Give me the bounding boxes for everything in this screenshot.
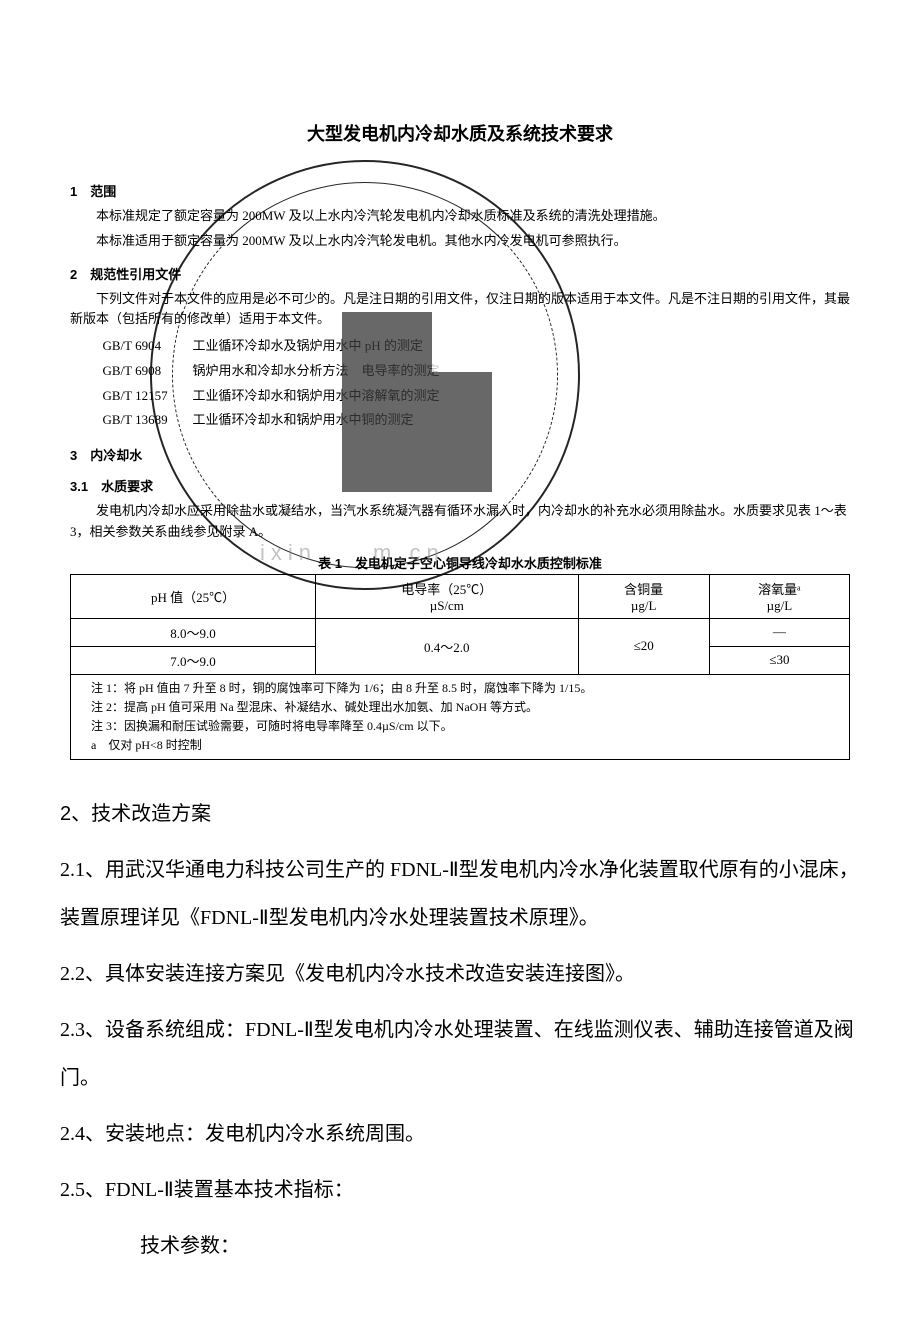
reference-item: GB/T 6904工业循环冷却水及锅炉用水中 pH 的测定 bbox=[103, 334, 851, 359]
section-2-para-1: 下列文件对于本文件的应用是必不可少的。凡是注日期的引用文件，仅注日期的版本适用于… bbox=[70, 289, 850, 331]
table-1-caption: 表 1 发电机定子空心铜导线冷却水水质控制标准 bbox=[70, 553, 850, 572]
section-3-para-1: 发电机内冷却水应采用除盐水或凝结水，当汽水系统凝汽器有循环水漏入时，内冷却水的补… bbox=[70, 501, 850, 543]
table-header-row: pH 值（25℃） 电导率（25℃） µS/cm 含铜量 µg/L 溶氧量ᵃ µ… bbox=[71, 574, 850, 618]
table-notes: 注 1：将 pH 值由 7 升至 8 时，铜的腐蚀率可下降为 1/6；由 8 升… bbox=[70, 675, 850, 761]
section-3-heading: 3 内冷却水 bbox=[70, 445, 850, 464]
para-2-3: 2.3、设备系统组成：FDNL-Ⅱ型发电机内冷水处理装置、在线监测仪表、辅助连接… bbox=[60, 1006, 860, 1102]
table-note-a: a 仅对 pH<8 时控制 bbox=[79, 736, 841, 755]
col-ph: pH 值（25℃） bbox=[71, 574, 316, 618]
section-3-1-heading: 3.1 水质要求 bbox=[70, 476, 850, 495]
reference-item: GB/T 13689工业循环冷却水和锅炉用水中铜的测定 bbox=[103, 408, 851, 433]
table-note-2: 注 2：提高 pH 值可采用 Na 型混床、补凝结水、碱处理出水加氨、加 NaO… bbox=[79, 698, 841, 717]
section-1-para-1: 本标准规定了额定容量为 200MW 及以上水内冷汽轮发电机内冷却水质标准及系统的… bbox=[70, 206, 850, 227]
para-2-2: 2.2、具体安装连接方案见《发电机内冷水技术改造安装连接图》。 bbox=[60, 950, 860, 998]
section-1-heading: 1 范围 bbox=[70, 181, 850, 200]
water-quality-table: pH 值（25℃） 电导率（25℃） µS/cm 含铜量 µg/L 溶氧量ᵃ µ… bbox=[70, 574, 850, 675]
section-2-heading: 2 规范性引用文件 bbox=[70, 264, 850, 283]
col-conductivity: 电导率（25℃） µS/cm bbox=[316, 574, 578, 618]
para-2-5: 2.5、FDNL-Ⅱ装置基本技术指标： bbox=[60, 1166, 860, 1214]
section-1-para-2: 本标准适用于额定容量为 200MW 及以上水内冷汽轮发电机。其他水内冷发电机可参… bbox=[70, 231, 850, 252]
section-2-title: 2、技术改造方案 bbox=[60, 790, 860, 838]
col-oxygen: 溶氧量ᵃ µg/L bbox=[709, 574, 849, 618]
reference-item: GB/T 6908锅炉用水和冷却水分析方法 电导率的测定 bbox=[103, 359, 851, 384]
para-2-4: 2.4、安装地点：发电机内冷水系统周围。 bbox=[60, 1110, 860, 1158]
para-2-1: 2.1、用武汉华通电力科技公司生产的 FDNL-Ⅱ型发电机内冷水净化装置取代原有… bbox=[60, 846, 860, 942]
standard-excerpt-figure: 大型发电机内冷却水质及系统技术要求 ixin m.cn 1 范围 本标准规定了额… bbox=[60, 120, 860, 760]
document-body: 2、技术改造方案 2.1、用武汉华通电力科技公司生产的 FDNL-Ⅱ型发电机内冷… bbox=[60, 790, 860, 1270]
figure-title: 大型发电机内冷却水质及系统技术要求 bbox=[70, 120, 850, 146]
table-row: 8.0～9.0 0.4～2.0 ≤20 — bbox=[71, 618, 850, 646]
col-copper: 含铜量 µg/L bbox=[578, 574, 709, 618]
reference-item: GB/T 12157工业循环冷却水和锅炉用水中溶解氧的测定 bbox=[103, 384, 851, 409]
table-note-1: 注 1：将 pH 值由 7 升至 8 时，铜的腐蚀率可下降为 1/6；由 8 升… bbox=[79, 679, 841, 698]
para-2-6: 技术参数： bbox=[60, 1222, 860, 1270]
table-note-3: 注 3：因换漏和耐压试验需要，可随时将电导率降至 0.4µS/cm 以下。 bbox=[79, 717, 841, 736]
reference-list: GB/T 6904工业循环冷却水及锅炉用水中 pH 的测定 GB/T 6908锅… bbox=[103, 334, 851, 433]
